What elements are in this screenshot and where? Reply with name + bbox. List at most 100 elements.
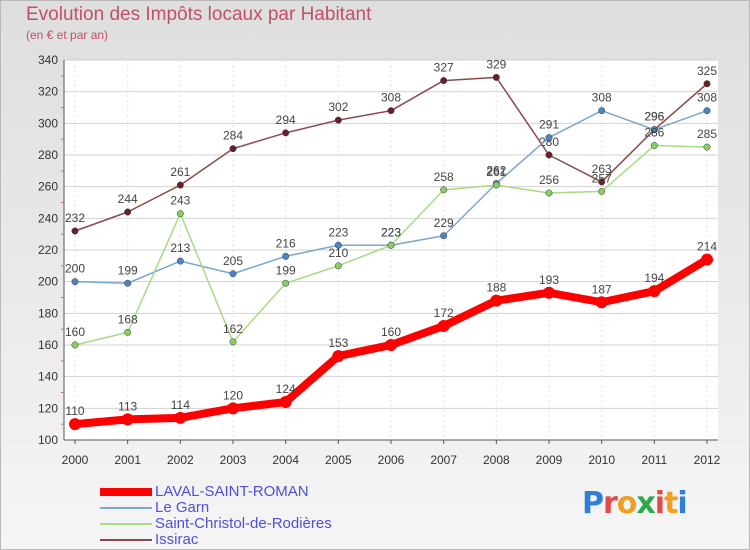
- data-point: [545, 134, 553, 142]
- data-label: 193: [539, 273, 559, 287]
- data-label: 262: [486, 164, 506, 178]
- data-label: 284: [223, 129, 243, 143]
- data-label: 120: [223, 388, 243, 402]
- data-label: 302: [328, 100, 348, 114]
- data-label: 172: [434, 306, 454, 320]
- legend-item: Le Garn: [100, 500, 360, 516]
- data-label: 229: [434, 216, 454, 230]
- data-label: 329: [486, 57, 506, 71]
- logo-letter: t: [664, 486, 678, 521]
- data-label: 113: [118, 399, 137, 413]
- x-tick-label: 2010: [588, 453, 615, 467]
- data-point: [282, 129, 290, 137]
- data-point: [598, 107, 606, 115]
- data-label: 124: [276, 382, 296, 396]
- x-tick-label: 2000: [62, 453, 89, 467]
- x-tick-label: 2008: [483, 453, 510, 467]
- legend-item: LAVAL-SAINT-ROMAN: [100, 484, 360, 500]
- y-tick-label: 100: [38, 433, 58, 447]
- data-point: [701, 253, 713, 266]
- data-point: [543, 286, 555, 299]
- data-point: [174, 411, 187, 424]
- data-label: 286: [644, 126, 664, 140]
- data-point: [385, 339, 397, 351]
- data-label: 216: [276, 236, 296, 250]
- data-point: [440, 77, 448, 85]
- y-tick-label: 300: [38, 116, 58, 130]
- data-point: [545, 151, 553, 159]
- logo-letter: i: [654, 486, 665, 521]
- data-point: [545, 189, 553, 197]
- x-tick-label: 2006: [378, 453, 405, 467]
- data-label: 210: [328, 246, 348, 260]
- data-label: 214: [697, 240, 717, 254]
- data-point: [121, 413, 134, 426]
- data-label: 213: [170, 241, 190, 255]
- x-tick-label: 2009: [536, 453, 563, 467]
- data-point: [279, 396, 292, 408]
- data-label: 263: [592, 162, 612, 176]
- data-point: [703, 107, 711, 115]
- data-point: [176, 210, 184, 218]
- data-point: [124, 208, 132, 216]
- data-label: 187: [592, 282, 612, 296]
- data-point: [71, 278, 79, 286]
- y-tick-label: 280: [38, 148, 58, 162]
- y-tick-label: 240: [38, 211, 58, 225]
- y-tick-label: 120: [38, 401, 58, 415]
- data-label: 205: [223, 254, 243, 268]
- data-point: [492, 181, 500, 189]
- logo-letter: r: [603, 486, 618, 521]
- legend-swatch: [100, 539, 152, 541]
- data-point: [334, 262, 342, 270]
- data-point: [437, 320, 450, 332]
- legend-item: Saint-Christol-de-Rodières: [100, 516, 360, 532]
- data-label: 308: [381, 91, 401, 105]
- x-tick-label: 2004: [272, 453, 299, 467]
- legend: LAVAL-SAINT-ROMAN Le Garn Saint-Christol-d…: [100, 484, 360, 548]
- data-label: 232: [65, 211, 85, 225]
- data-point: [648, 285, 661, 298]
- data-label: 285: [697, 127, 717, 141]
- data-point: [703, 80, 711, 88]
- data-label: 261: [486, 165, 506, 179]
- data-point: [124, 328, 132, 336]
- y-tick-label: 200: [38, 275, 58, 289]
- data-point: [387, 107, 395, 115]
- data-point: [69, 418, 81, 431]
- data-point: [595, 296, 608, 309]
- data-point: [227, 402, 239, 415]
- x-tick-label: 2001: [114, 453, 141, 467]
- x-tick-label: 2002: [167, 453, 194, 467]
- data-point: [650, 142, 658, 149]
- data-label: 280: [539, 135, 559, 149]
- data-label: 243: [170, 194, 190, 208]
- data-point: [490, 294, 503, 307]
- data-label: 194: [644, 271, 664, 285]
- data-label: 160: [65, 325, 85, 339]
- data-label: 223: [381, 225, 401, 239]
- y-tick-label: 260: [38, 180, 58, 194]
- data-point: [703, 143, 711, 151]
- data-label: 294: [276, 113, 296, 127]
- data-point: [440, 186, 448, 194]
- data-label: 199: [118, 263, 138, 277]
- data-point: [332, 350, 345, 363]
- data-label: 296: [644, 110, 664, 124]
- data-point: [229, 145, 237, 153]
- data-label: 296: [644, 110, 664, 124]
- data-point: [492, 73, 500, 81]
- data-point: [440, 232, 448, 240]
- data-point: [71, 227, 79, 235]
- data-point: [176, 257, 184, 265]
- data-point: [282, 252, 290, 260]
- y-tick-label: 340: [38, 53, 58, 67]
- y-tick-label: 320: [38, 85, 58, 99]
- data-label: 110: [65, 404, 84, 418]
- legend-swatch: [100, 488, 152, 496]
- data-point: [598, 178, 606, 186]
- data-label: 160: [381, 325, 401, 339]
- legend-item: Issirac: [100, 532, 360, 548]
- data-label: 244: [118, 192, 138, 206]
